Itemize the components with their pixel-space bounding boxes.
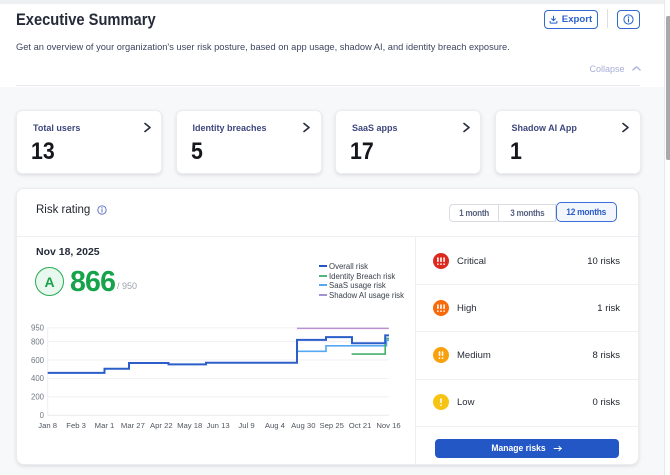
svg-text:Aug 30: Aug 30 xyxy=(291,421,315,430)
svg-text:Mar 1: Mar 1 xyxy=(95,421,115,430)
svg-text:Mar 27: Mar 27 xyxy=(121,421,145,430)
svg-text:Nov 16: Nov 16 xyxy=(376,421,400,430)
svg-text:Jan 8: Jan 8 xyxy=(38,421,57,430)
svg-text:Oct 21: Oct 21 xyxy=(349,421,372,430)
svg-text:Sep 25: Sep 25 xyxy=(320,421,344,430)
svg-text:Apr 22: Apr 22 xyxy=(150,421,173,430)
svg-text:950: 950 xyxy=(31,324,45,333)
svg-text:800: 800 xyxy=(31,337,45,346)
svg-text:May 18: May 18 xyxy=(177,421,202,430)
svg-text:200: 200 xyxy=(31,393,45,402)
svg-text:Jul 9: Jul 9 xyxy=(238,421,254,430)
svg-text:0: 0 xyxy=(40,411,45,420)
svg-text:Jun 13: Jun 13 xyxy=(207,421,230,430)
svg-text:600: 600 xyxy=(31,356,45,365)
svg-text:Feb 3: Feb 3 xyxy=(66,421,86,430)
svg-text:400: 400 xyxy=(31,374,45,383)
svg-text:Aug 4: Aug 4 xyxy=(265,421,286,430)
